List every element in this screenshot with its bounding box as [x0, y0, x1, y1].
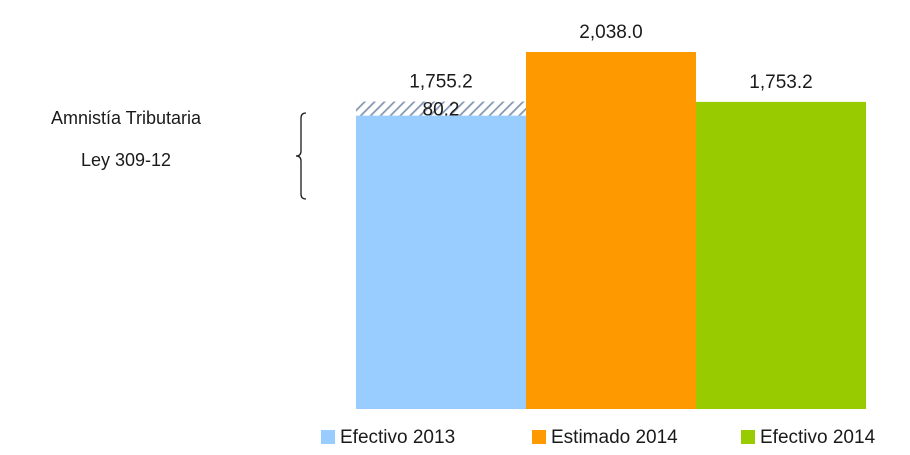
bar-segment-amnistia	[356, 101, 526, 116]
legend-label-estimado-2014: Estimado 2014	[551, 427, 678, 448]
legend-swatch-estimado-2014	[532, 430, 546, 444]
data-labels-group: 80.2 1,755.2 2,038.0 1,753.2	[409, 22, 812, 121]
legend: Efectivo 2013 Estimado 2014 Efectivo 2014	[321, 427, 876, 448]
data-label-estimado-2014: 2,038.0	[579, 22, 642, 43]
annotation: Amnistía Tributaria Ley 309-12	[51, 108, 307, 200]
legend-label-efectivo-2014: Efectivo 2014	[760, 427, 876, 448]
annotation-bracket	[295, 112, 307, 200]
bars-group	[356, 52, 866, 409]
bar-estimado-2014	[526, 52, 696, 409]
annotation-line-2: Ley 309-12	[81, 150, 171, 170]
bar-efectivo-2014	[696, 101, 866, 409]
legend-swatch-efectivo-2014	[741, 430, 755, 444]
data-label-efectivo-2013: 1,755.2	[409, 72, 472, 93]
legend-label-efectivo-2013: Efectivo 2013	[340, 427, 455, 448]
bar-efectivo-2013	[356, 115, 526, 409]
segment-value-label: 80.2	[423, 100, 460, 121]
legend-swatch-efectivo-2013	[321, 430, 335, 444]
annotation-line-1: Amnistía Tributaria	[51, 108, 202, 128]
data-label-efectivo-2014: 1,753.2	[749, 72, 812, 93]
